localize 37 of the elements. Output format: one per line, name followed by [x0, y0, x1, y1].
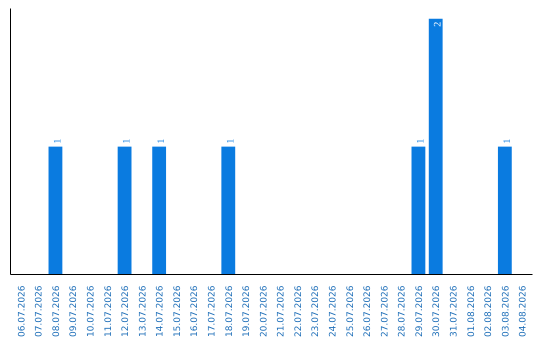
- x-tick-label: 11.07.2026: [104, 285, 114, 338]
- x-tick-label: 12.07.2026: [121, 285, 132, 338]
- x-tick-label: 09.07.2026: [69, 285, 80, 338]
- x-tick-label: 08.07.2026: [52, 285, 62, 338]
- x-tick-label: 17.07.2026: [208, 285, 218, 338]
- x-tick-label: 18.07.2026: [224, 285, 235, 338]
- data-label: 1: [122, 138, 133, 144]
- x-tick-label: 27.07.2026: [380, 285, 390, 338]
- x-tick-label: 26.07.2026: [363, 285, 374, 338]
- x-tick-label: 25.07.2026: [346, 285, 356, 338]
- x-tick-label: 22.07.2026: [294, 285, 304, 338]
- x-tick-label: 14.07.2026: [156, 285, 166, 338]
- data-label: 2: [432, 22, 444, 27]
- x-tick-label: 16.07.2026: [190, 285, 200, 338]
- x-tick-label: 19.07.2026: [242, 285, 252, 338]
- x-tick-label: 21.07.2026: [276, 285, 287, 338]
- x-tick-label: 02.08.2026: [484, 285, 494, 338]
- x-tick-label: 23.07.2026: [311, 285, 322, 338]
- data-label: 1: [502, 138, 513, 144]
- x-tick-label: 28.07.2026: [398, 285, 408, 338]
- x-tick-label: 15.07.2026: [172, 285, 183, 338]
- x-tick-label: 31.07.2026: [449, 285, 460, 338]
- x-tick-label: 30.07.2026: [432, 285, 442, 338]
- x-tick-label: 01.08.2026: [466, 285, 477, 338]
- x-tick-label: 24.07.2026: [328, 285, 338, 338]
- x-tick-label: 29.07.2026: [414, 285, 425, 338]
- data-label: 1: [52, 138, 64, 144]
- x-tick-label: 13.07.2026: [138, 285, 148, 338]
- x-tick-label: 06.07.2026: [17, 285, 28, 338]
- x-tick-label: 20.07.2026: [259, 285, 270, 338]
- x-tick-label: 04.08.2026: [518, 285, 529, 338]
- data-label: 1: [225, 138, 236, 144]
- data-label: 1: [415, 138, 426, 144]
- data-label: 1: [156, 138, 168, 144]
- x-tick-label: 10.07.2026: [86, 285, 97, 338]
- x-tick-label: 07.07.2026: [34, 285, 45, 338]
- x-tick-label: 03.08.2026: [501, 285, 512, 338]
